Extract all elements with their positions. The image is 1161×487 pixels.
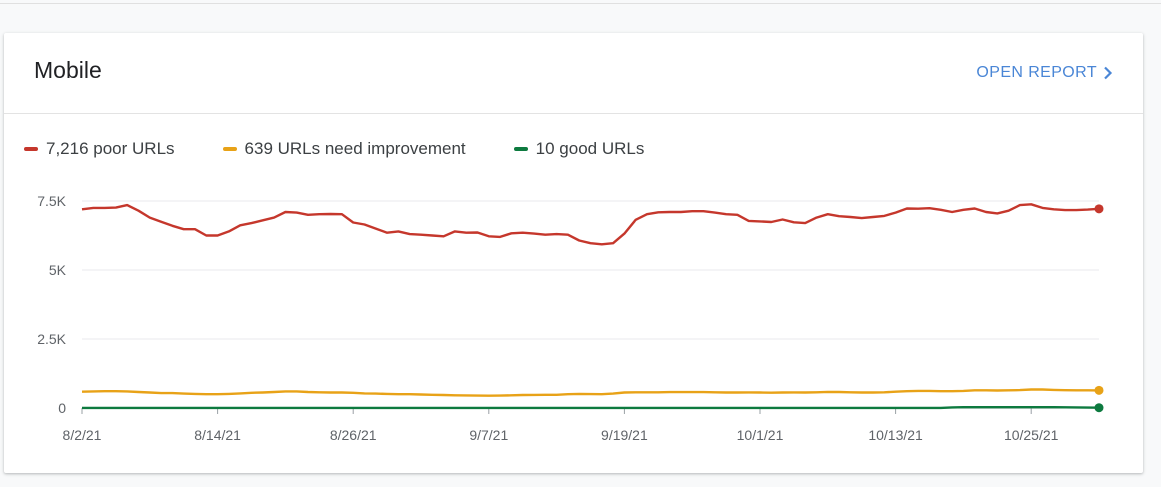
open-report-button[interactable]: OPEN REPORT	[976, 64, 1113, 82]
x-tick-label: 8/26/21	[330, 427, 377, 443]
legend-label-poor: 7,216 poor URLs	[46, 139, 175, 158]
x-tick-label: 8/2/21	[63, 427, 102, 443]
y-tick-label: 7.5K	[37, 193, 66, 209]
series-endpoint-2	[1094, 403, 1104, 413]
mobile-report-card: Mobile OPEN REPORT 7,216 poor URLs 639 U…	[4, 33, 1143, 473]
x-tick-label: 9/7/21	[469, 427, 508, 443]
legend-label-needs-improvement: 639 URLs need improvement	[244, 139, 466, 158]
y-tick-label: 2.5K	[37, 331, 66, 347]
x-tick-label: 10/13/21	[868, 427, 923, 443]
x-tick-label: 8/14/21	[194, 427, 241, 443]
legend-swatch-good	[513, 147, 528, 151]
chevron-right-icon	[1104, 66, 1113, 80]
series-line-2	[82, 406, 1100, 410]
x-tick-label: 9/19/21	[601, 427, 648, 443]
legend-item-poor[interactable]: 7,216 poor URLs	[24, 139, 175, 159]
line-chart: 0 2.5K 5K 7.5K 8/2/21 8/14/21 8/26/21 9/7/21 9/1…	[37, 193, 1104, 443]
legend-swatch-needs-improvement	[222, 147, 237, 151]
card-header: Mobile OPEN REPORT	[4, 33, 1143, 114]
x-tick-label: 10/1/21	[737, 427, 784, 443]
series-line-0	[81, 203, 1100, 246]
legend-item-needs-improvement[interactable]: 639 URLs need improvement	[222, 139, 466, 159]
series-endpoint-1	[1094, 385, 1104, 395]
legend-swatch-poor	[24, 147, 38, 151]
chart-legend: 7,216 poor URLs 639 URLs need improvemen…	[24, 139, 644, 159]
series-endpoint-0	[1094, 204, 1104, 214]
x-tick-label: 10/25/21	[1004, 427, 1059, 443]
y-tick-label: 0	[58, 400, 66, 416]
legend-label-good: 10 good URLs	[535, 139, 645, 158]
open-report-label: OPEN REPORT	[976, 64, 1097, 81]
legend-item-good[interactable]: 10 good URLs	[513, 139, 645, 159]
top-divider	[0, 0, 1161, 4]
series-line-1	[81, 388, 1100, 397]
y-tick-label: 5K	[49, 262, 67, 278]
card-title: Mobile	[34, 57, 102, 83]
